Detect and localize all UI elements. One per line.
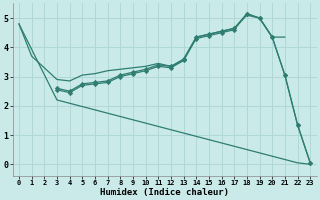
X-axis label: Humidex (Indice chaleur): Humidex (Indice chaleur) xyxy=(100,188,229,197)
